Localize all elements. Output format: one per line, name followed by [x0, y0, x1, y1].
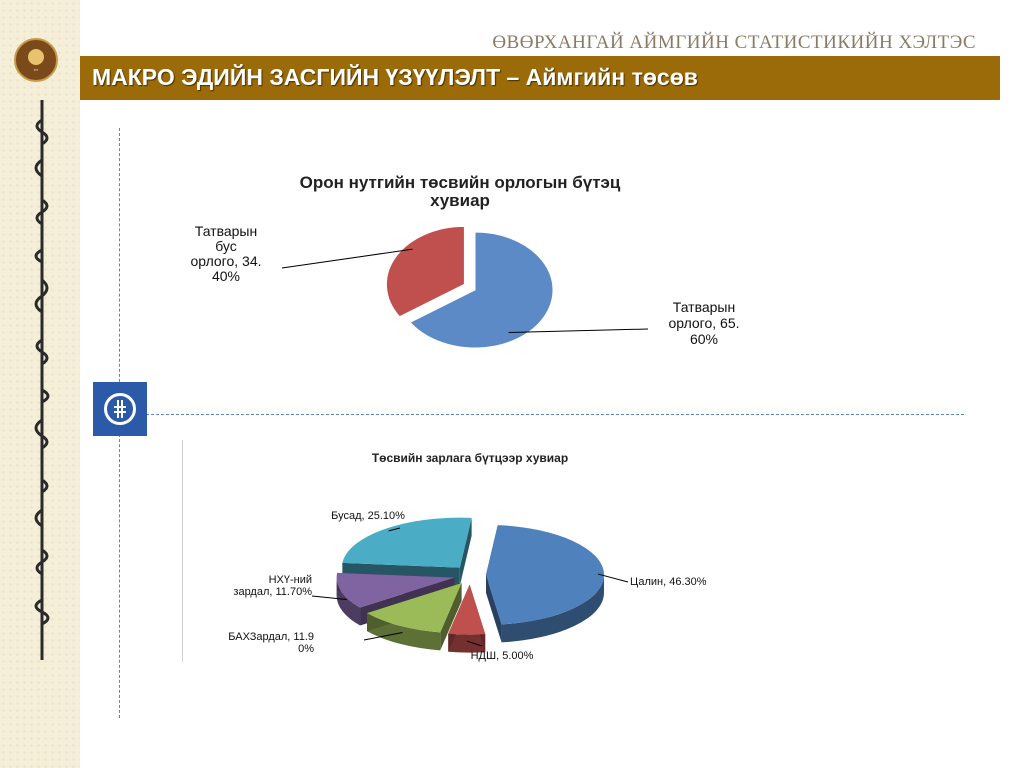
chart2-label-4: Бусад, 25.10% [331, 510, 405, 522]
chart1-slice-1 [385, 225, 465, 318]
chart1-title-line-0: Орон нутгийн төсвийн орлогын бүтэц [300, 173, 621, 192]
mongolian-script-decoration [34, 100, 50, 660]
chart2-slice-side-0-0 [501, 574, 604, 643]
chart1-label-0-line-0: Татварын [673, 299, 735, 315]
chart1-label-1-line-0: Татварын [195, 223, 257, 239]
chart1-label-1-line-2: орлого, 34. [190, 253, 261, 269]
chart1-title: Орон нутгийн төсвийн орлогын бүтэц хувиар [300, 173, 621, 210]
chart2-frame-line [182, 440, 183, 662]
chart2-slice-0 [485, 525, 604, 625]
chart2-label-0: Цалин, 46.30% [630, 576, 707, 588]
chart2-slice-wall-4-1 [459, 517, 472, 586]
organization-name: ӨВӨРХАНГАЙ АЙМГИЙН СТАТИСТИКИЙН ХЭЛТЭС [492, 32, 976, 53]
chart2-leader-1 [466, 640, 483, 647]
chart1-title-line-1: хувиар [430, 191, 490, 210]
page-title: МАКРО ЭДИЙН ЗАСГИЙН ҮЗҮҮЛЭЛТ – Аймгийн т… [92, 64, 698, 90]
chart1-slice-0 [409, 231, 554, 349]
chart2-title-line-0: Төсвийн зарлага бүтцээр хувиар [372, 451, 568, 465]
chart1-label-1: Татварын бус орлого, 34. 40% [190, 223, 261, 284]
chart1-label-0: Татварын орлого, 65. 60% [668, 299, 739, 347]
chart1-leader-1 [281, 248, 413, 269]
emblem-center [28, 48, 44, 65]
chart1-label-0-line-2: 60% [690, 331, 718, 347]
chart2-label-4-line-0: Бусад, 25.10% [331, 510, 405, 522]
left-sidebar: ▪▪▪ [0, 0, 80, 768]
budget-coin-icon [93, 382, 147, 436]
chart1-leader-0 [508, 328, 649, 334]
chart2-slice-2 [367, 583, 462, 633]
chart2-leader-4 [388, 527, 401, 532]
chart2-leader-0 [597, 573, 629, 583]
chart2-leader-3 [311, 595, 347, 600]
chart2-slice-4 [342, 517, 472, 568]
coin-symbol [104, 393, 136, 425]
chart2-label-0-line-0: Цалин, 46.30% [630, 576, 707, 588]
logo-text: ▪▪▪ [33, 66, 39, 72]
chart2-label-3-line-1: зардал, 11.70% [233, 586, 312, 598]
title-banner: МАКРО ЭДИЙН ЗАСГИЙН ҮЗҮҮЛЭЛТ – Аймгийн т… [80, 56, 1000, 100]
chart2-label-3: НХҮ-ний зардал, 11.70% [233, 574, 312, 598]
chart2-slice-3 [336, 572, 455, 608]
chart1-label-1-line-1: бус [215, 238, 237, 254]
chart1-label-0-line-1: орлого, 65. [668, 315, 739, 331]
chart2-slice-side-1-0 [448, 633, 486, 653]
chart2-label-2: БАХЗардал, 11.9 0% [228, 631, 314, 655]
chart2-title: Төсвийн зарлага бүтцээр хувиар [372, 451, 568, 465]
chart2-label-1: НДШ, 5.00% [471, 650, 534, 662]
chart2-leader-2 [363, 632, 403, 641]
sidebar-pattern [0, 0, 80, 768]
chart2-label-2-line-0: БАХЗардал, 11.9 [228, 631, 314, 643]
horizontal-divider [146, 414, 964, 415]
chart2-slice-wall-0-1 [485, 574, 502, 643]
chart1-label-1-line-3: 40% [212, 268, 240, 284]
chart2-label-2-line-1: 0% [298, 643, 314, 655]
chart2-label-1-line-0: НДШ, 5.00% [471, 650, 534, 662]
chart2-slice-1 [448, 584, 486, 635]
chart2-label-3-line-0: НХҮ-ний [269, 574, 312, 586]
statistics-emblem-icon: ▪▪▪ [14, 38, 58, 82]
chart2-slice-side-3-0 [336, 577, 361, 626]
